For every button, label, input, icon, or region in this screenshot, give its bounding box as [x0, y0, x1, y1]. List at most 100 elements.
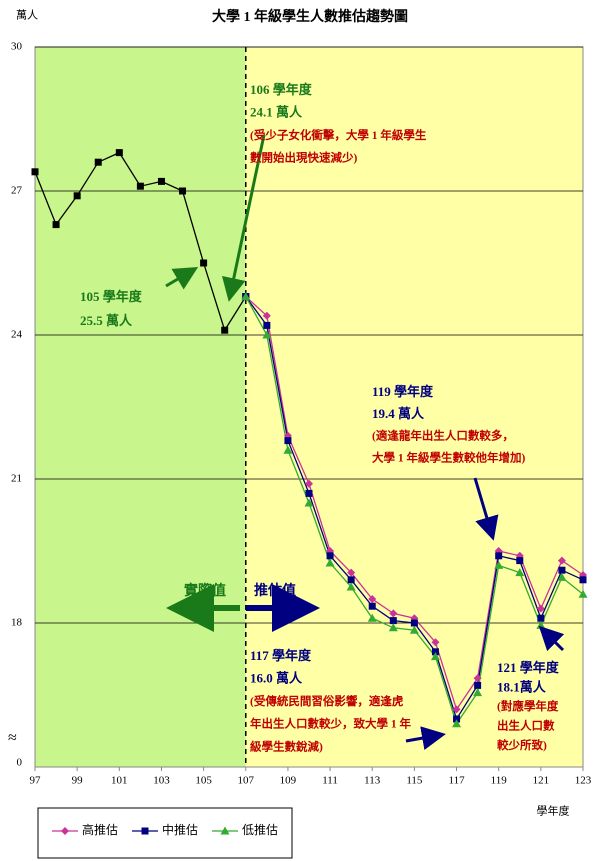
background	[34, 46, 584, 768]
annotation: 大學 1 年級學生數較他年增加)	[372, 451, 525, 465]
x-tick-label: 103	[153, 775, 170, 787]
annotation: 25.5 萬人	[80, 313, 133, 328]
annotation: 24.1 萬人	[250, 105, 303, 120]
marker	[452, 719, 462, 728]
marker	[200, 259, 208, 267]
marker	[558, 566, 566, 574]
marker	[325, 558, 335, 567]
marker	[73, 192, 81, 200]
arrow	[165, 266, 199, 290]
arrow	[538, 625, 565, 652]
annotation: 106 學年度	[250, 82, 313, 97]
marker	[367, 613, 377, 622]
y-break-symbol: ≈	[8, 730, 17, 747]
arrows	[165, 134, 565, 750]
annotation: 121 學年度	[497, 660, 560, 675]
marker	[94, 158, 102, 166]
marker	[61, 827, 69, 835]
marker	[141, 827, 149, 835]
marker	[537, 614, 545, 622]
x-tick-label: 101	[111, 775, 128, 787]
arrow	[221, 134, 266, 302]
marker	[474, 681, 482, 689]
x-tick-label: 105	[195, 775, 212, 787]
marker	[557, 556, 566, 565]
x-tick-label: 99	[72, 775, 84, 787]
annotation: 19.4 萬人	[372, 406, 425, 421]
marker	[473, 674, 482, 683]
marker	[452, 705, 461, 714]
x-tick-label: 117	[448, 775, 465, 787]
marker	[179, 187, 187, 195]
chart-title: 大學 1 年級學生人數推估趨勢圖	[212, 8, 408, 25]
y-tick-label: 30	[11, 41, 23, 53]
x-tick-label: 115	[406, 775, 423, 787]
marker	[494, 560, 504, 569]
marker	[284, 437, 292, 445]
marker	[263, 321, 271, 329]
legend-label: 高推估	[82, 822, 118, 837]
marker	[579, 576, 587, 584]
marker	[516, 557, 524, 565]
marker	[536, 604, 545, 613]
marker	[326, 552, 334, 560]
y-tick-label: 21	[11, 473, 22, 485]
marker	[495, 552, 503, 560]
x-tick-label: 123	[575, 775, 592, 787]
marker	[262, 311, 271, 320]
y-tick-label: 27	[11, 185, 23, 197]
marker	[388, 623, 398, 632]
annotation: 年出生人口數較少，致大學 1 年	[250, 717, 411, 731]
y-tick-label: 18	[11, 617, 23, 629]
x-tick-label: 107	[238, 775, 255, 787]
annotation: (對應學年度	[497, 699, 559, 713]
marker	[305, 479, 313, 488]
arrow	[405, 726, 446, 750]
marker	[115, 149, 123, 157]
marker	[515, 568, 525, 577]
marker	[31, 168, 39, 176]
marker	[430, 652, 440, 661]
marker	[220, 826, 230, 835]
marker	[346, 582, 356, 591]
marker	[410, 619, 418, 627]
marker	[453, 715, 461, 723]
x-tick-label: 121	[533, 775, 550, 787]
legend-label: 低推估	[242, 823, 278, 837]
marker	[221, 326, 229, 334]
marker	[157, 177, 165, 185]
marker	[389, 617, 397, 625]
marker	[136, 182, 144, 190]
marker	[262, 330, 272, 339]
y-break-label: 0	[17, 757, 23, 769]
annotation: 119 學年度	[372, 384, 434, 399]
marker	[557, 572, 567, 581]
x-tick-label: 109	[280, 775, 297, 787]
marker	[52, 221, 60, 229]
annotation: 較少所致)	[497, 738, 547, 752]
annotation: 16.0 萬人	[250, 671, 303, 686]
annotation: 18.1萬人	[497, 679, 547, 694]
phase-label: 實際值	[184, 582, 226, 599]
marker	[347, 576, 355, 584]
marker	[389, 609, 398, 618]
x-tick-label: 113	[364, 775, 381, 787]
y-axis-unit: 萬人	[16, 9, 38, 22]
marker	[431, 638, 440, 647]
marker	[347, 568, 356, 577]
x-tick-label: 111	[322, 775, 338, 787]
marker	[368, 602, 376, 610]
annotation: 117 學年度	[250, 648, 312, 663]
marker	[304, 498, 314, 507]
marker	[283, 445, 293, 454]
phase-label: 推估值	[254, 582, 296, 599]
annotation: (受少子女化衝擊，大學 1 年級學生	[250, 128, 427, 142]
plot	[31, 149, 588, 728]
arrow	[473, 477, 499, 541]
legend-label: 中推估	[162, 822, 198, 837]
x-axis-title: 學年度	[537, 804, 570, 818]
annotation: 數開始出現快速減少)	[250, 151, 357, 165]
marker	[305, 489, 313, 497]
